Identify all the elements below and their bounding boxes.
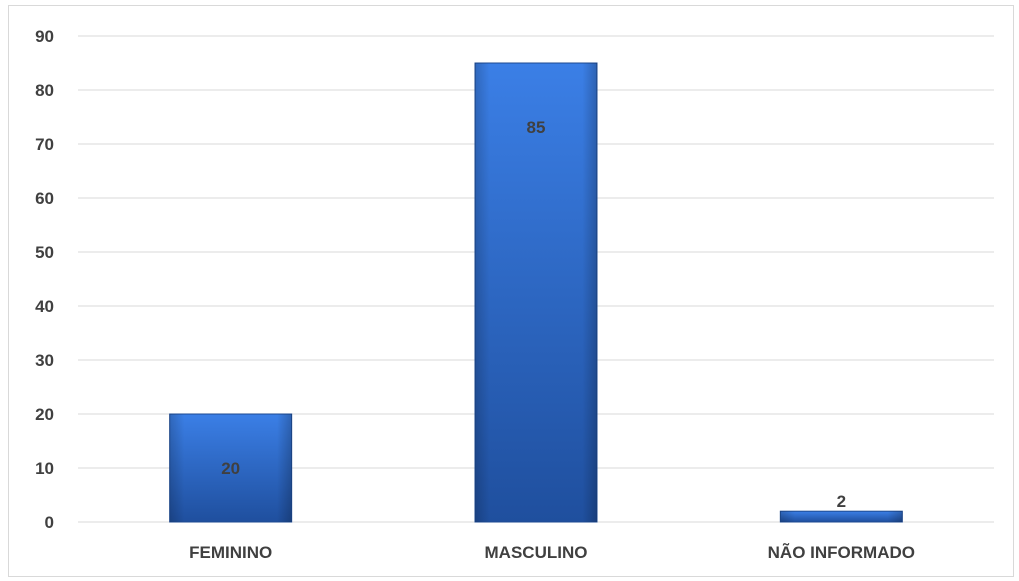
- bar-masculino: [474, 62, 598, 523]
- data-label-2: 2: [837, 492, 846, 511]
- data-label-0: 20: [221, 459, 240, 478]
- x-category-label-2: NÃO INFORMADO: [768, 542, 915, 562]
- bar-shade-1: [475, 63, 597, 522]
- data-labels: 20 85 2: [221, 118, 846, 511]
- x-axis-category-labels: FEMININO MASCULINO NÃO INFORMADO: [189, 542, 915, 562]
- bars: [169, 62, 903, 523]
- y-tick-label-90: 90: [35, 27, 54, 46]
- bar-shade-0: [169, 414, 292, 522]
- y-tick-label-80: 80: [35, 81, 54, 100]
- bar-n-o-informado: [779, 510, 903, 523]
- y-axis-tick-labels: 0 10 20 30 40 50 60 70 80 90: [35, 27, 54, 532]
- data-label-1: 85: [527, 118, 546, 137]
- y-tick-label-70: 70: [35, 135, 54, 154]
- y-tick-label-0: 0: [45, 513, 54, 532]
- y-tick-label-20: 20: [35, 405, 54, 424]
- y-tick-label-50: 50: [35, 243, 54, 262]
- y-tick-label-40: 40: [35, 297, 54, 316]
- y-tick-label-30: 30: [35, 351, 54, 370]
- bar-feminino: [169, 413, 293, 523]
- y-tick-label-10: 10: [35, 459, 54, 478]
- x-category-label-0: FEMININO: [189, 543, 272, 562]
- bar-shade-2: [780, 511, 903, 522]
- y-tick-label-60: 60: [35, 189, 54, 208]
- x-category-label-1: MASCULINO: [485, 543, 588, 562]
